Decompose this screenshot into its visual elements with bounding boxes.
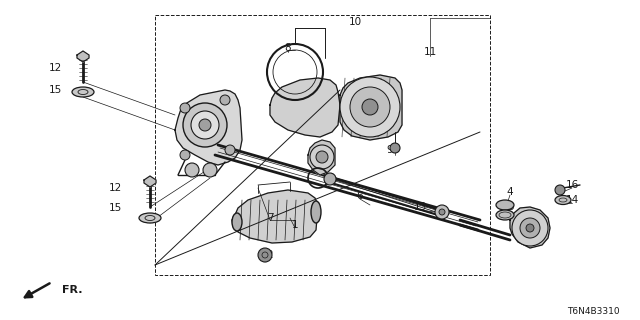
Text: 2: 2: [267, 250, 273, 260]
Polygon shape: [308, 140, 335, 175]
Text: 13: 13: [413, 202, 427, 212]
Ellipse shape: [72, 87, 94, 97]
Circle shape: [512, 210, 548, 246]
Circle shape: [310, 145, 334, 169]
Text: 6: 6: [356, 191, 364, 201]
Text: 9: 9: [387, 145, 394, 155]
Polygon shape: [175, 90, 242, 165]
Text: 1: 1: [292, 220, 298, 230]
Polygon shape: [270, 78, 340, 137]
Text: T6N4B3310: T6N4B3310: [568, 308, 620, 316]
Bar: [155, 15, 490, 275]
Text: 12: 12: [49, 63, 61, 73]
Circle shape: [220, 95, 230, 105]
Ellipse shape: [496, 200, 514, 210]
Text: 7: 7: [267, 213, 273, 223]
Circle shape: [390, 143, 400, 153]
Circle shape: [555, 185, 565, 195]
Text: 3: 3: [326, 173, 333, 183]
Circle shape: [435, 205, 449, 219]
Circle shape: [316, 151, 328, 163]
Ellipse shape: [311, 201, 321, 223]
Text: 4: 4: [507, 187, 513, 197]
Circle shape: [191, 111, 219, 139]
Polygon shape: [144, 176, 156, 187]
Circle shape: [439, 209, 445, 215]
Circle shape: [526, 224, 534, 232]
Text: 10: 10: [348, 17, 362, 27]
Circle shape: [199, 119, 211, 131]
Polygon shape: [77, 51, 89, 62]
Polygon shape: [510, 207, 550, 248]
Circle shape: [520, 218, 540, 238]
Circle shape: [225, 145, 235, 155]
Polygon shape: [340, 75, 402, 140]
Circle shape: [362, 99, 378, 115]
Text: 8: 8: [285, 43, 291, 53]
Circle shape: [340, 77, 400, 137]
Text: FR.: FR.: [62, 285, 83, 295]
Text: 11: 11: [424, 47, 436, 57]
Circle shape: [258, 248, 272, 262]
Circle shape: [180, 103, 190, 113]
Ellipse shape: [139, 213, 161, 223]
Ellipse shape: [496, 210, 514, 220]
Ellipse shape: [232, 213, 242, 231]
Text: 5: 5: [507, 202, 513, 212]
Circle shape: [185, 163, 199, 177]
Circle shape: [350, 87, 390, 127]
Circle shape: [203, 163, 217, 177]
Text: 16: 16: [565, 180, 579, 190]
Circle shape: [324, 173, 336, 185]
Text: 14: 14: [565, 195, 579, 205]
Text: 15: 15: [108, 203, 122, 213]
Circle shape: [180, 150, 190, 160]
Text: 12: 12: [108, 183, 122, 193]
Circle shape: [183, 103, 227, 147]
Text: 15: 15: [49, 85, 61, 95]
Ellipse shape: [555, 196, 571, 204]
Polygon shape: [232, 190, 318, 243]
